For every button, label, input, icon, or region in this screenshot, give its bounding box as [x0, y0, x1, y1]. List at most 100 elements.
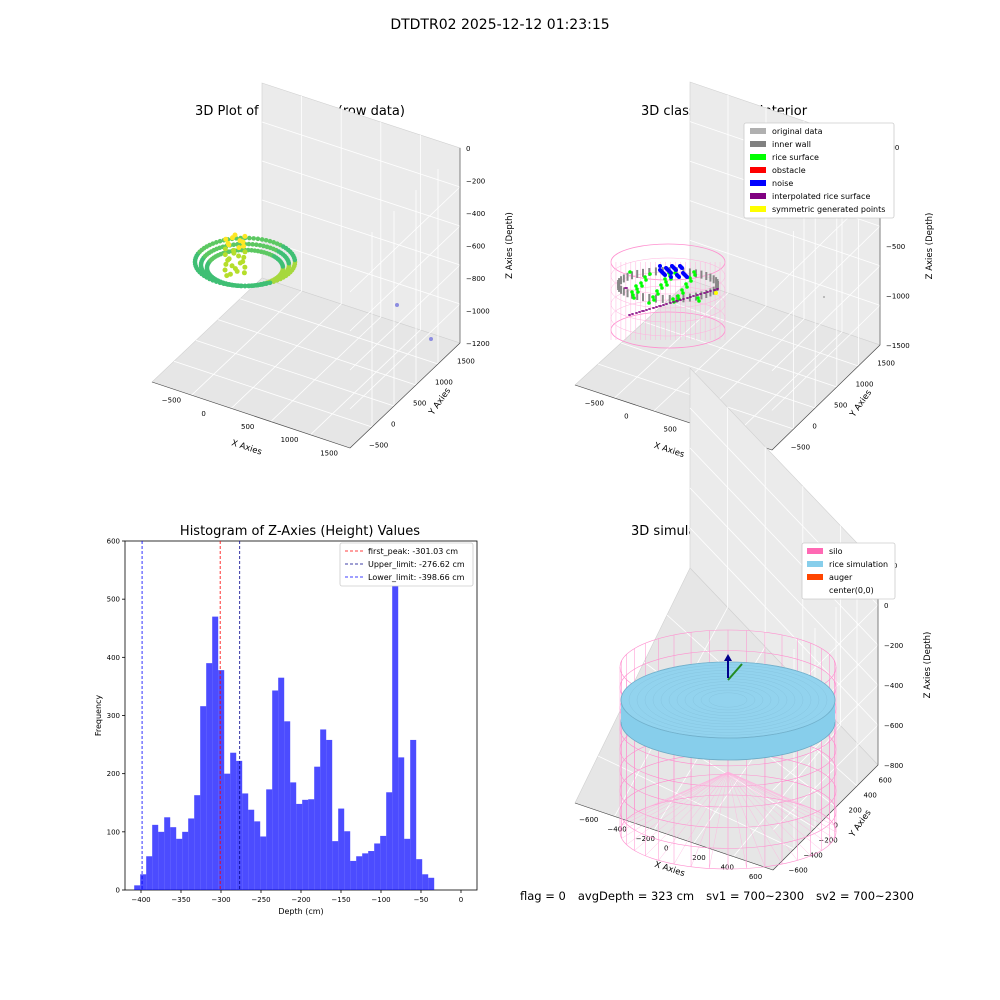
interpolated-point [704, 292, 706, 294]
floor-gridline [614, 292, 729, 399]
z-tick-label: −400 [884, 682, 903, 690]
legend-label: center(0,0) [829, 586, 874, 595]
raw-point [229, 235, 235, 241]
x-tick-label: −600 [579, 816, 598, 824]
histogram-bar [284, 721, 291, 890]
wall-gridline [349, 225, 461, 332]
histogram-bar [410, 739, 417, 890]
interpolated-point [656, 306, 658, 308]
raw-point [239, 283, 244, 289]
floor-gridline [620, 342, 816, 409]
inner-wall-point [626, 272, 629, 281]
y-tick-label: 1500 [877, 360, 895, 368]
rice-surface-point [664, 280, 668, 284]
rice-surface-point [651, 295, 655, 299]
wall-gridline [689, 240, 881, 306]
legend-label: rice surface [772, 153, 819, 162]
histogram-bar [290, 782, 297, 890]
rice-surface-point [660, 286, 664, 290]
histogram-bar [404, 838, 411, 890]
legend-label: Lower_limit: -398.66 cm [368, 573, 465, 582]
raw-point [226, 242, 232, 248]
raw-point [223, 261, 229, 267]
raw-point [237, 260, 243, 266]
wall-gridline [349, 186, 461, 293]
rice-mesh-ring [692, 687, 764, 713]
interpolated-point [670, 302, 672, 304]
z-axis-label: Z Axies (Depth) [505, 212, 515, 279]
raw-point [234, 268, 240, 274]
wall-gridline [689, 487, 879, 686]
floor-gridline [597, 755, 795, 850]
rice-surface-point [639, 281, 643, 285]
legend-label: obstacle [772, 166, 806, 175]
z-tick-label: −600 [466, 243, 485, 251]
rice-surface-point [652, 298, 656, 302]
inner-wall-point [716, 279, 719, 288]
histogram-bar [344, 831, 351, 890]
raw-point [223, 236, 229, 242]
y-tick-label: 500 [834, 402, 847, 410]
raw-point [271, 279, 276, 284]
inner-wall-point [636, 292, 639, 301]
status-footer: flag = 0 avgDepth = 323 cm sv1 = 700~2300 s… [520, 889, 926, 903]
rice-mesh-ring [700, 689, 756, 711]
legend-swatch [750, 167, 766, 173]
x-tick-label: −250 [251, 896, 270, 904]
silo-wire [727, 771, 830, 820]
histogram-bar [386, 792, 393, 890]
x-tick-label: 0 [201, 410, 205, 418]
raw-point [242, 264, 248, 270]
simulation-scene [619, 629, 837, 870]
rice-surface-point [634, 284, 638, 288]
interpolated-point [632, 313, 634, 315]
histogram-bar [182, 831, 189, 890]
rice-surface-point [692, 270, 696, 274]
raw-point [231, 242, 236, 248]
y-axis-label: Frequency [94, 695, 103, 737]
histogram-bar [314, 766, 321, 890]
sv1-text: sv1 = 700~2300 [706, 889, 805, 903]
interpolated-point [639, 311, 641, 313]
rice-surface-point [656, 292, 660, 296]
noise-point [664, 266, 668, 270]
inner-wall-point [694, 269, 697, 278]
interpolated-point [663, 304, 665, 306]
histogram-bar [308, 799, 315, 890]
y-tick-label: 1500 [457, 358, 475, 366]
histogram-bar [422, 874, 429, 890]
y-tick-label: 600 [107, 538, 120, 546]
classify-cloud [610, 243, 825, 349]
z-tick-label: −800 [884, 762, 903, 770]
x-tick-label: 1500 [320, 449, 338, 457]
interpolated-point [687, 297, 689, 299]
histogram-legend: first_peak: -301.03 cm Upper_limit: -276.… [339, 542, 474, 587]
floor-gridline [195, 340, 395, 407]
histogram-bar [188, 818, 195, 890]
floor-gridline [230, 303, 342, 409]
inner-wall-point [694, 292, 697, 301]
z-tick-label: −1500 [886, 342, 910, 350]
z-axis-label: Z Axies (Depth) [923, 632, 933, 699]
legend-label: interpolated rice surface [772, 192, 870, 201]
silo-wire [727, 771, 835, 826]
y-tick-label: 600 [879, 777, 892, 785]
histogram-bar [254, 821, 261, 890]
x-tick-label: 1000 [281, 436, 299, 444]
histogram-bar [170, 827, 177, 890]
histogram-bar [338, 808, 345, 890]
y-tick-label: 0 [391, 421, 395, 429]
interpolated-point [636, 312, 638, 314]
rice-surface-point [697, 299, 701, 303]
wall-gridline [261, 238, 461, 305]
rice-surface-point [628, 270, 632, 274]
y-tick-label: −400 [804, 852, 823, 860]
wall-gridline [261, 199, 461, 266]
interpolated-point [683, 298, 685, 300]
inner-wall-point [700, 270, 703, 279]
z-tick-label: −500 [886, 243, 905, 251]
raw-point [214, 240, 219, 245]
silo-wire-ring [610, 257, 726, 295]
